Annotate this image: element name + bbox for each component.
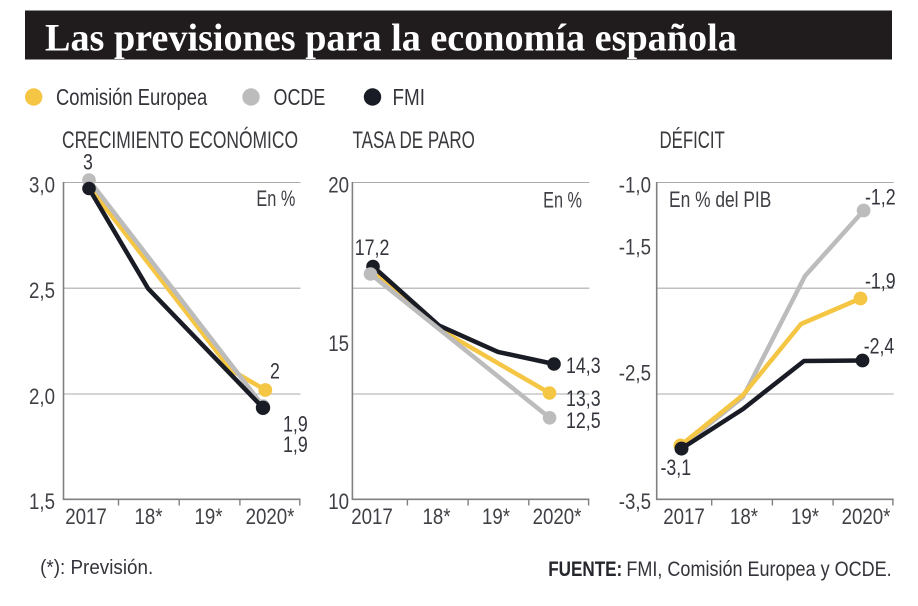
svg-text:En %: En % [543, 188, 582, 213]
svg-text:-1,2: -1,2 [865, 186, 896, 210]
svg-text:12,5: 12,5 [566, 409, 601, 433]
svg-text:19*: 19* [482, 506, 510, 530]
svg-text:19*: 19* [791, 506, 819, 530]
svg-text:OCDE: OCDE [274, 85, 326, 111]
svg-text:2017: 2017 [663, 506, 705, 530]
svg-text:19*: 19* [194, 506, 222, 530]
svg-text:TASA DE PARO: TASA DE PARO [353, 127, 475, 154]
svg-text:1,9: 1,9 [283, 413, 308, 437]
svg-text:-2,5: -2,5 [619, 362, 651, 386]
svg-text:2020*: 2020* [533, 506, 582, 530]
svg-text:15: 15 [328, 333, 349, 357]
svg-text:1,9: 1,9 [283, 433, 308, 457]
svg-text:18*: 18* [422, 506, 450, 530]
svg-text:2,0: 2,0 [29, 386, 55, 410]
svg-text:Comisión Europea: Comisión Europea [56, 85, 208, 110]
svg-text:-1,5: -1,5 [619, 236, 651, 260]
svg-text:2,5: 2,5 [29, 280, 55, 304]
svg-text:3: 3 [83, 151, 93, 175]
svg-text:1,5: 1,5 [29, 491, 55, 515]
svg-text:Las previsiones para la econom: Las previsiones para la economía español… [45, 17, 737, 60]
svg-text:FUENTE:: FUENTE: [548, 557, 622, 581]
svg-text:En % del PIB: En % del PIB [669, 188, 771, 212]
svg-text:-1,9: -1,9 [865, 270, 896, 294]
svg-text:CRECIMIENTO ECONÓMICO: CRECIMIENTO ECONÓMICO [62, 127, 298, 153]
svg-text:18*: 18* [134, 506, 162, 530]
svg-text:13,3: 13,3 [566, 387, 601, 411]
svg-text:DÉFICIT: DÉFICIT [660, 127, 726, 154]
svg-text:2017: 2017 [351, 506, 393, 530]
svg-text:FMI, Comisión Europea y OCDE.: FMI, Comisión Europea y OCDE. [626, 558, 891, 582]
svg-text:2020*: 2020* [246, 506, 295, 530]
svg-text:FMI: FMI [393, 85, 425, 110]
svg-text:14,3: 14,3 [566, 354, 601, 378]
svg-text:En %: En % [256, 187, 295, 212]
svg-text:2020*: 2020* [842, 506, 891, 530]
svg-text:-3,1: -3,1 [661, 456, 692, 480]
svg-text:18*: 18* [730, 506, 758, 530]
svg-text:3,0: 3,0 [29, 174, 55, 198]
svg-text:-3,5: -3,5 [619, 491, 651, 515]
svg-text:-2,4: -2,4 [864, 335, 895, 359]
svg-text:10: 10 [328, 491, 349, 515]
svg-text:-1,0: -1,0 [619, 174, 651, 198]
svg-text:20: 20 [328, 174, 349, 198]
svg-text:2017: 2017 [65, 506, 107, 530]
svg-text:(*): Previsión.: (*): Previsión. [40, 556, 153, 579]
svg-text:17,2: 17,2 [355, 236, 390, 260]
svg-text:2: 2 [270, 359, 280, 383]
